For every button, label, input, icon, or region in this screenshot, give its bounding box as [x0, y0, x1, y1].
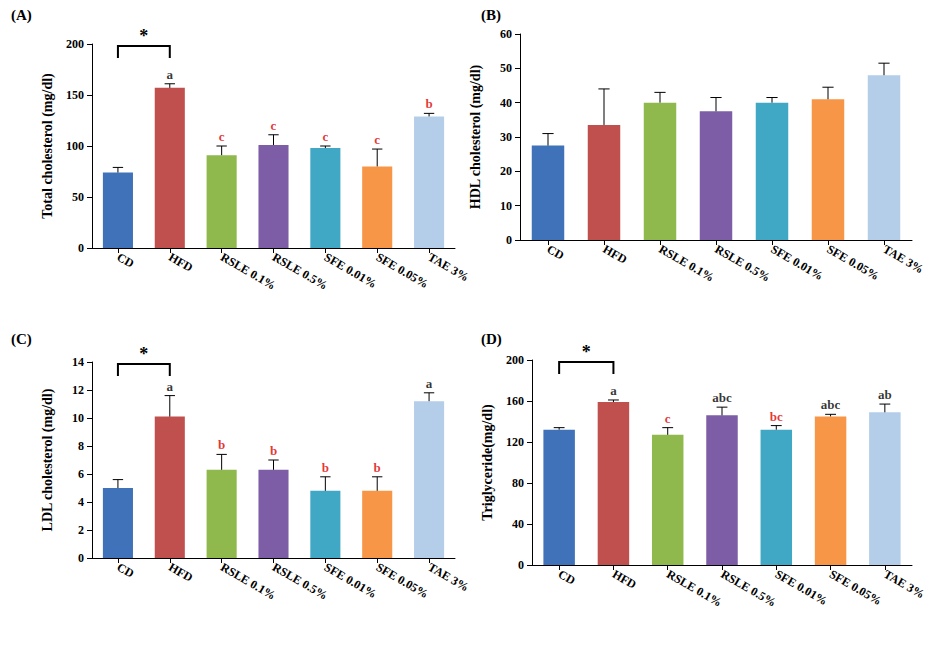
svg-text:10: 10 — [500, 199, 512, 213]
svg-text:abc: abc — [821, 397, 841, 412]
svg-text:0: 0 — [518, 558, 524, 572]
svg-text:Total cholesterol (mg/dl): Total cholesterol (mg/dl) — [40, 73, 56, 219]
svg-text:CD: CD — [556, 567, 578, 588]
svg-text:12: 12 — [72, 383, 84, 397]
svg-text:50: 50 — [72, 190, 84, 204]
svg-text:120: 120 — [506, 435, 524, 449]
svg-text:TAE 3%: TAE 3% — [880, 242, 926, 276]
svg-text:SFE 0.05%: SFE 0.05% — [824, 242, 881, 283]
svg-text:160: 160 — [506, 394, 524, 408]
svg-text:b: b — [322, 460, 329, 475]
svg-text:HFD: HFD — [166, 250, 195, 275]
svg-text:bc: bc — [770, 409, 783, 424]
svg-text:abc: abc — [712, 390, 732, 405]
svg-text:100: 100 — [66, 139, 84, 153]
svg-text:40: 40 — [500, 96, 512, 110]
svg-text:RSLE 0.1%: RSLE 0.1% — [664, 567, 724, 610]
svg-text:6: 6 — [78, 467, 84, 481]
svg-text:a: a — [610, 383, 617, 398]
svg-text:CD: CD — [544, 242, 566, 263]
svg-text:HDL cholesterol (mg/dl): HDL cholesterol (mg/dl) — [468, 64, 484, 209]
svg-text:a: a — [167, 379, 174, 394]
svg-text:*: * — [582, 342, 591, 362]
svg-text:TAE 3%: TAE 3% — [881, 567, 927, 601]
svg-text:c: c — [271, 118, 277, 133]
svg-text:SFE 0.01%: SFE 0.01% — [768, 242, 825, 283]
svg-text:RSLE 0.5%: RSLE 0.5% — [270, 250, 330, 293]
svg-text:RSLE 0.1%: RSLE 0.1% — [656, 242, 716, 285]
svg-text:Triglyceride(mg/dl): Triglyceride(mg/dl) — [480, 404, 496, 521]
svg-text:8: 8 — [78, 439, 84, 453]
svg-text:80: 80 — [512, 476, 524, 490]
svg-text:c: c — [665, 411, 671, 426]
svg-text:RSLE 0.1%: RSLE 0.1% — [218, 560, 278, 603]
svg-text:30: 30 — [500, 130, 512, 144]
svg-text:b: b — [218, 437, 225, 452]
svg-text:50: 50 — [500, 61, 512, 75]
svg-text:a: a — [167, 67, 174, 82]
svg-text:40: 40 — [512, 517, 524, 531]
svg-text:*: * — [139, 26, 148, 46]
svg-text:LDL cholesterol (mg/dl): LDL cholesterol (mg/dl) — [40, 388, 56, 531]
svg-text:TAE 3%: TAE 3% — [426, 560, 472, 594]
svg-text:SFE 0.01%: SFE 0.01% — [322, 250, 379, 291]
svg-text:b: b — [425, 96, 432, 111]
svg-text:SFE 0.05%: SFE 0.05% — [827, 567, 884, 608]
svg-text:0: 0 — [78, 551, 84, 565]
svg-text:SFE 0.01%: SFE 0.01% — [773, 567, 830, 608]
svg-text:c: c — [374, 132, 380, 147]
svg-text:c: c — [219, 129, 225, 144]
svg-text:SFE 0.05%: SFE 0.05% — [374, 560, 431, 601]
svg-text:HFD: HFD — [610, 567, 639, 592]
svg-text:TAE 3%: TAE 3% — [426, 250, 472, 284]
svg-text:4: 4 — [78, 495, 84, 509]
svg-text:0: 0 — [78, 241, 84, 255]
svg-text:(A): (A) — [11, 7, 32, 24]
svg-text:14: 14 — [72, 355, 84, 369]
svg-text:SFE 0.05%: SFE 0.05% — [374, 250, 431, 291]
svg-text:150: 150 — [66, 88, 84, 102]
svg-text:20: 20 — [500, 164, 512, 178]
svg-text:200: 200 — [66, 37, 84, 51]
svg-text:60: 60 — [500, 27, 512, 41]
svg-text:c: c — [322, 129, 328, 144]
svg-text:SFE 0.01%: SFE 0.01% — [322, 560, 379, 601]
svg-text:0: 0 — [506, 233, 512, 247]
svg-text:*: * — [139, 344, 148, 364]
svg-text:10: 10 — [72, 411, 84, 425]
svg-text:CD: CD — [114, 560, 136, 581]
svg-text:RSLE 0.1%: RSLE 0.1% — [218, 250, 278, 293]
svg-text:HFD: HFD — [166, 560, 195, 585]
svg-text:b: b — [374, 460, 381, 475]
svg-text:RSLE 0.5%: RSLE 0.5% — [270, 560, 330, 603]
svg-text:2: 2 — [78, 523, 84, 537]
svg-text:(B): (B) — [481, 7, 501, 24]
svg-text:CD: CD — [114, 250, 136, 271]
svg-text:a: a — [426, 376, 433, 391]
svg-text:RSLE 0.5%: RSLE 0.5% — [718, 567, 778, 610]
svg-text:(C): (C) — [11, 331, 32, 348]
svg-text:RSLE 0.5%: RSLE 0.5% — [712, 242, 772, 285]
svg-text:(D): (D) — [481, 331, 502, 348]
svg-text:200: 200 — [506, 353, 524, 367]
svg-text:HFD: HFD — [600, 242, 629, 267]
svg-text:ab: ab — [878, 387, 892, 402]
svg-text:b: b — [270, 443, 277, 458]
